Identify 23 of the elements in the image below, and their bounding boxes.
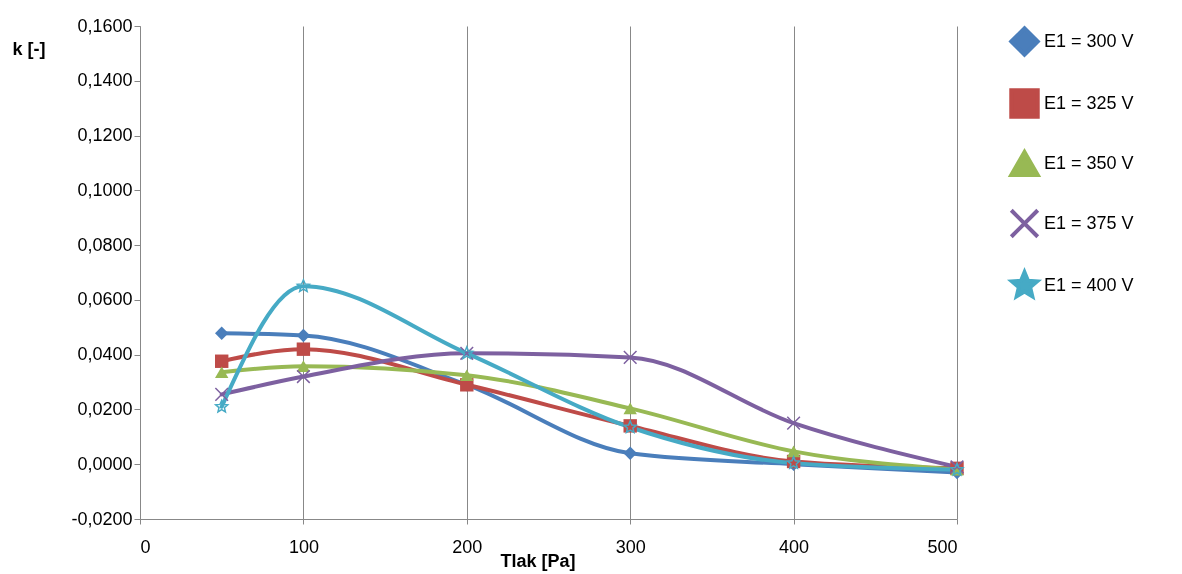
- x-axis-title: Tlak [Pa]: [500, 550, 576, 571]
- y-tick-label: 0,1600: [77, 15, 133, 36]
- legend-label: E1 = 300 V: [1044, 30, 1134, 51]
- legend-label: E1 = 350 V: [1044, 152, 1134, 173]
- y-tick-label: 0,0800: [77, 234, 133, 255]
- y-tick-label: 0,0400: [77, 344, 133, 365]
- y-tick-label: 0,0600: [77, 289, 133, 310]
- y-tick-label: 0,1400: [77, 70, 133, 91]
- x-tick-label: 400: [779, 536, 810, 557]
- x-tick-label: 100: [288, 536, 319, 557]
- legend-label: E1 = 325 V: [1044, 92, 1134, 113]
- y-tick-label: 0,0200: [77, 398, 133, 419]
- y-tick-label: -0,0200: [71, 508, 133, 529]
- x-tick-label: 300: [615, 536, 646, 557]
- y-tick-label: 0,0000: [77, 453, 133, 474]
- legend-label: E1 = 375 V: [1044, 212, 1134, 233]
- y-tick-label: 0,1200: [77, 125, 133, 146]
- x-tick-label: 500: [927, 536, 958, 557]
- x-tick-label: 200: [452, 536, 483, 557]
- x-tick-label: 0: [140, 536, 151, 557]
- y-tick-label: 0,1000: [77, 179, 133, 200]
- y-axis-title: k [-]: [12, 38, 46, 59]
- legend-label: E1 = 400 V: [1044, 274, 1134, 295]
